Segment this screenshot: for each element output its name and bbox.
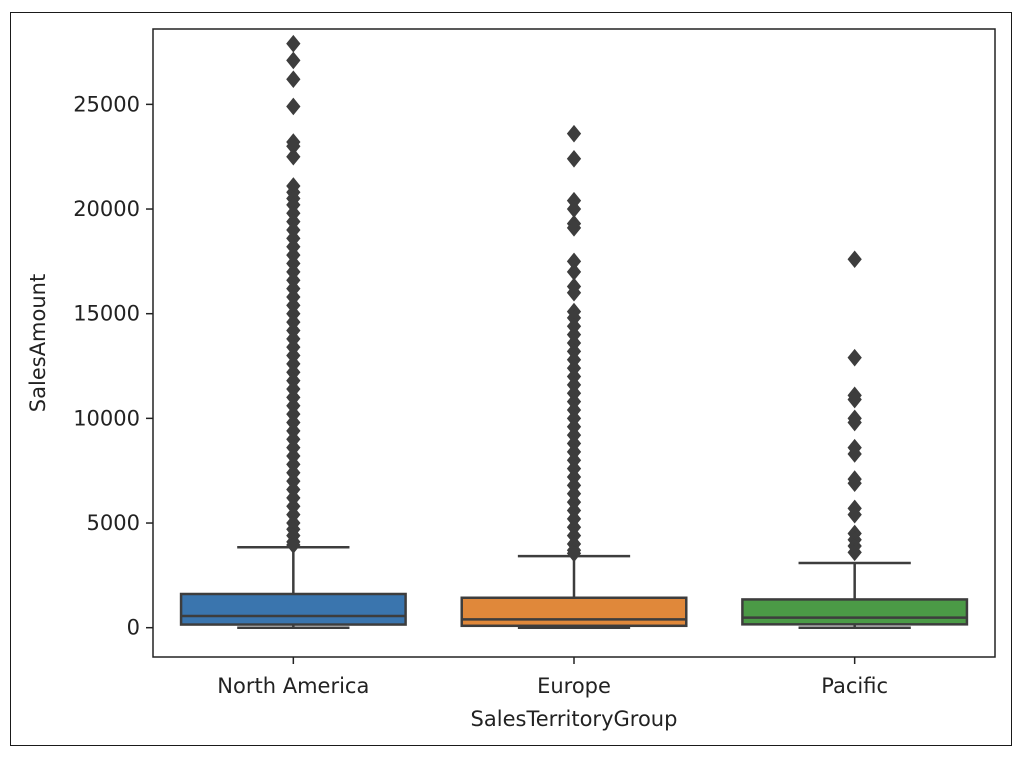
y-axis: 0 5000 10000 15000 20000 25000 <box>73 92 153 640</box>
outlier-point <box>847 543 862 562</box>
x-axis-label: SalesTerritoryGroup <box>471 707 678 731</box>
iqr-box <box>179 592 407 626</box>
outlier-point <box>286 34 301 53</box>
outlier-point <box>847 474 862 493</box>
iqr-box <box>460 596 688 628</box>
outlier-point <box>847 250 862 269</box>
outlier-point <box>286 70 301 89</box>
y-axis-label: SalesAmount <box>26 274 50 412</box>
outlier-point <box>847 413 862 432</box>
outlier-point <box>566 283 582 302</box>
outlier-point <box>566 544 582 563</box>
outlier-point <box>847 348 862 367</box>
x-tick-label: Europe <box>537 674 611 698</box>
x-axis: North America Europe Pacific <box>217 657 888 698</box>
outlier-point <box>286 97 301 116</box>
x-tick-label: North America <box>217 674 369 698</box>
outlier-point <box>847 445 862 463</box>
outlier-point <box>286 536 301 554</box>
box-group <box>741 250 969 629</box>
y-tick-label: 5000 <box>87 511 140 535</box>
outlier-point <box>566 124 582 143</box>
y-tick-label: 15000 <box>73 302 140 326</box>
outlier-point <box>566 149 582 168</box>
outlier-point <box>286 51 301 70</box>
box-group <box>460 124 688 629</box>
y-tick-label: 20000 <box>73 197 140 221</box>
outlier-point <box>847 390 862 409</box>
x-tick-label: Pacific <box>821 674 888 698</box>
y-tick-label: 10000 <box>73 406 140 430</box>
y-tick-label: 0 <box>127 616 140 640</box>
outlier-point <box>566 263 582 281</box>
boxes-layer <box>179 34 969 629</box>
box-group <box>179 34 407 629</box>
y-tick-label: 25000 <box>73 92 140 116</box>
outlier-point <box>847 505 862 524</box>
outlier-point <box>286 147 301 166</box>
outlier-point <box>566 219 582 237</box>
iqr-box <box>741 598 969 626</box>
chart-frame <box>10 12 1012 746</box>
